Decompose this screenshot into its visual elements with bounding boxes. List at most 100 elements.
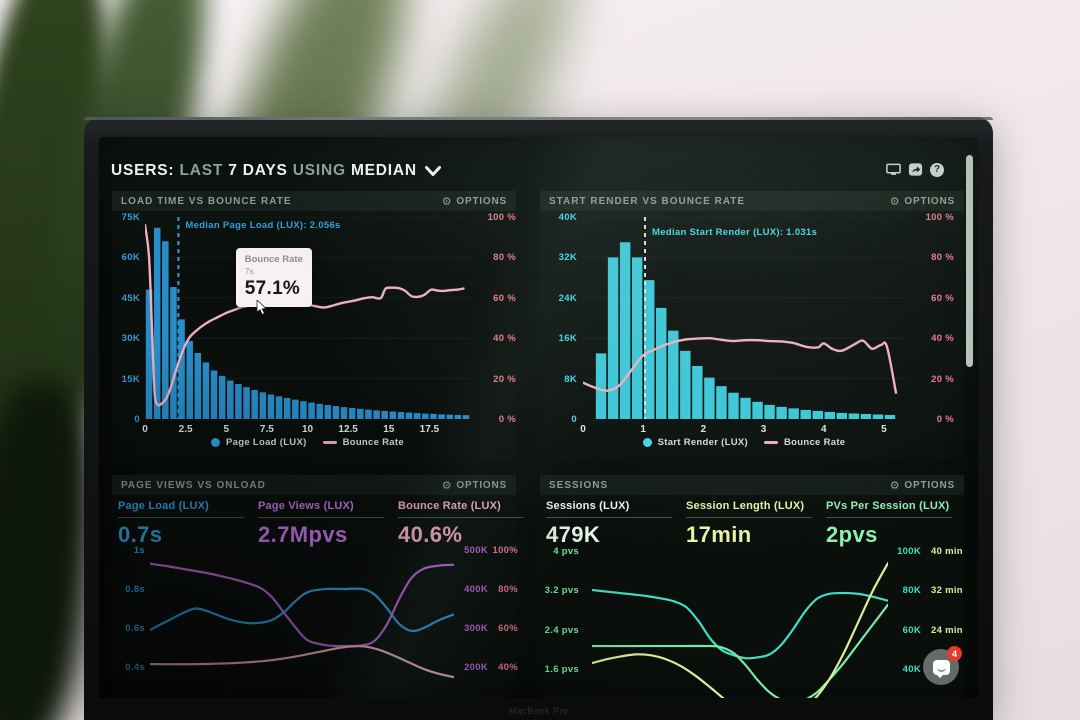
panel-title: START RENDER VS BOUNCE RATE bbox=[549, 195, 746, 207]
y-axis-tick-right: 100K bbox=[897, 546, 921, 557]
share-icon[interactable] bbox=[908, 162, 923, 177]
y-axis-tick: 24K bbox=[558, 292, 577, 304]
legend-line-marker bbox=[764, 441, 778, 444]
y-axis-tick-right: 60 % bbox=[931, 292, 954, 304]
x-axis-tick: 12.5 bbox=[338, 424, 358, 435]
legend-dot-marker bbox=[642, 438, 652, 447]
y-axis-tick-right: 60K bbox=[902, 625, 921, 636]
legend-item[interactable]: Start Render (LUX) bbox=[642, 437, 748, 448]
y-axis-tick: 30K bbox=[121, 333, 140, 345]
options-button[interactable]: ⚙ OPTIONS bbox=[889, 194, 955, 208]
y-axis-tick-right: 100 % bbox=[487, 212, 516, 223]
chat-widget-button[interactable]: 4 bbox=[923, 646, 962, 685]
y-axis-tick: 16K bbox=[558, 333, 577, 345]
laptop-bezel: USERS: LAST 7 DAYS USING MEDIAN bbox=[84, 117, 993, 720]
x-axis-tick: 3 bbox=[760, 424, 767, 435]
gear-icon: ⚙ bbox=[889, 478, 901, 492]
panel-load-time-vs-bounce-rate: LOAD TIME VS BOUNCE RATE ⚙ OPTIONS 75K 60… bbox=[112, 191, 516, 459]
chart-tooltip: Bounce Rate 7s 57.1% bbox=[235, 247, 312, 307]
y-axis-tick-right: 80% bbox=[498, 584, 518, 595]
options-button[interactable]: ⚙ OPTIONS bbox=[441, 194, 507, 208]
y-axis-tick-right: 20 % bbox=[931, 373, 954, 385]
x-axis-tick: 5 bbox=[223, 424, 230, 435]
chart-plot[interactable] bbox=[592, 535, 888, 698]
y-axis-tick-right: 300K bbox=[464, 623, 488, 634]
y-axis-tick: 1s bbox=[133, 545, 145, 556]
median-annotation: Median Page Load (LUX): 2.056s bbox=[185, 220, 341, 231]
panel-title: SESSIONS bbox=[549, 479, 609, 491]
line-series bbox=[150, 562, 454, 648]
legend-label: Page Load (LUX) bbox=[226, 437, 307, 448]
metric-underline bbox=[258, 517, 384, 518]
options-button[interactable]: ⚙ OPTIONS bbox=[889, 478, 955, 492]
y-axis-tick: 60K bbox=[121, 252, 140, 264]
y-axis-tick: 45K bbox=[121, 292, 140, 304]
header-using: USING bbox=[287, 162, 351, 179]
chart-legend: Page Load (LUX) Bounce Rate bbox=[145, 437, 470, 448]
panel-header: LOAD TIME VS BOUNCE RATE ⚙ OPTIONS bbox=[112, 191, 516, 211]
help-icon[interactable]: ? bbox=[930, 162, 944, 177]
y-axis-tick-right: 32 min bbox=[931, 585, 963, 596]
y-axis-tick-right: 40% bbox=[498, 662, 518, 673]
y-axis-tick-right: 24 min bbox=[931, 625, 963, 636]
y-axis-tick: 0.6s bbox=[125, 623, 145, 634]
tooltip-subtitle: 7s bbox=[244, 265, 254, 276]
tooltip-title: Bounce Rate bbox=[244, 253, 303, 265]
y-axis-tick: 0.8s bbox=[125, 584, 145, 595]
display-icon[interactable] bbox=[886, 162, 901, 177]
legend-line-marker bbox=[322, 441, 337, 444]
y-axis-tick: 75K bbox=[121, 212, 140, 223]
y-axis-tick-right: 40 % bbox=[493, 333, 516, 345]
gear-icon: ⚙ bbox=[441, 478, 453, 492]
metric-underline bbox=[546, 517, 672, 518]
y-axis-tick-right: 60% bbox=[498, 623, 518, 634]
mouse-cursor-icon bbox=[256, 298, 268, 321]
x-axis-tick: 10 bbox=[301, 424, 314, 435]
chat-unread-badge: 4 bbox=[947, 646, 962, 661]
panel-header: PAGE VIEWS VS ONLOAD ⚙ OPTIONS bbox=[112, 475, 516, 495]
y-axis-tick: 8K bbox=[564, 373, 577, 385]
chart-plot[interactable] bbox=[583, 217, 905, 421]
panel-sessions: SESSIONS ⚙ OPTIONS Sessions (LUX) 479K S… bbox=[540, 475, 964, 698]
y-axis-tick-right: 40 % bbox=[931, 333, 954, 345]
header-median: MEDIAN bbox=[350, 162, 417, 179]
metric-underline bbox=[826, 517, 952, 518]
y-axis-tick-right: 80K bbox=[902, 585, 921, 596]
x-axis-tick: 0 bbox=[142, 424, 148, 435]
y-axis-tick-right: 40K bbox=[902, 664, 921, 675]
y-axis-tick-right: 0 % bbox=[936, 414, 954, 425]
legend-label: Start Render (LUX) bbox=[657, 437, 748, 448]
x-axis-tick: 5 bbox=[881, 424, 887, 435]
line-series bbox=[150, 645, 454, 679]
x-axis-tick: 7.5 bbox=[259, 424, 274, 435]
y-axis-tick-right: 40 min bbox=[931, 546, 963, 557]
y-axis-tick-right: 500K bbox=[464, 545, 488, 556]
y-axis-tick: 0.4s bbox=[125, 662, 145, 673]
legend-item[interactable]: Bounce Rate bbox=[764, 437, 845, 448]
y-axis-tick: 4 pvs bbox=[553, 546, 579, 557]
chart-plot[interactable] bbox=[150, 535, 454, 698]
x-axis-tick: 2 bbox=[700, 424, 707, 435]
tooltip-value: 57.1% bbox=[244, 277, 301, 299]
options-button[interactable]: ⚙ OPTIONS bbox=[441, 478, 507, 492]
y-axis-tick: 3.2 pvs bbox=[544, 585, 579, 596]
vertical-scrollbar[interactable] bbox=[966, 155, 973, 367]
y-axis-tick-right: 60 % bbox=[493, 292, 516, 304]
chart-legend: Start Render (LUX) Bounce Rate bbox=[583, 437, 905, 448]
y-axis-tick-right: 400K bbox=[464, 584, 488, 595]
y-axis-tick: 40K bbox=[558, 212, 577, 223]
header-toolbar: ? bbox=[886, 162, 944, 177]
x-axis-tick: 1 bbox=[640, 424, 646, 435]
legend-item[interactable]: Page Load (LUX) bbox=[211, 437, 307, 448]
legend-label: Bounce Rate bbox=[342, 437, 404, 448]
x-axis-tick: 4 bbox=[820, 424, 827, 435]
panel-title: PAGE VIEWS VS ONLOAD bbox=[121, 479, 266, 491]
panel-start-render-vs-bounce-rate: START RENDER VS BOUNCE RATE ⚙ OPTIONS 40… bbox=[540, 191, 964, 459]
legend-item[interactable]: Bounce Rate bbox=[322, 437, 404, 448]
legend-label: Bounce Rate bbox=[784, 437, 846, 448]
panel-page-views-vs-onload: PAGE VIEWS VS ONLOAD ⚙ OPTIONS Page Load… bbox=[112, 475, 524, 698]
metric-underline bbox=[686, 517, 812, 518]
y-axis-tick: 15K bbox=[121, 373, 140, 385]
x-axis-tick: 0 bbox=[580, 424, 586, 435]
time-range-dropdown[interactable]: USERS: LAST 7 DAYS USING MEDIAN bbox=[111, 158, 441, 184]
